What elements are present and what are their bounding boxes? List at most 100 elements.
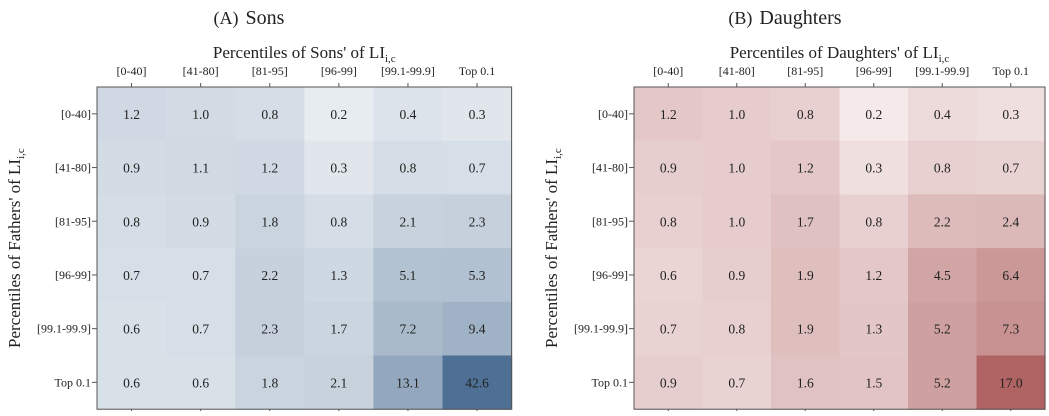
x-axis-label: Percentiles of Daughters' of LIi,c <box>730 43 950 65</box>
heatmap-cell <box>304 248 374 303</box>
cell-value-label: 0.7 <box>192 322 209 337</box>
heatmap-cell <box>976 301 1046 357</box>
heatmap-cell <box>442 87 513 142</box>
heatmap-cell <box>976 194 1046 249</box>
heatmap-cell <box>908 87 978 142</box>
x-tick-label: [81-95] <box>787 64 823 78</box>
plot-frame <box>633 86 1046 410</box>
cell-value-label: 5.3 <box>469 268 486 283</box>
heatmap-cell <box>839 248 909 303</box>
cell-value-label: 6.4 <box>1002 268 1019 283</box>
cell-value-label: 1.2 <box>797 161 814 176</box>
cell-value-label: 1.3 <box>865 322 882 337</box>
heatmap-cell <box>304 301 374 357</box>
cell-value-label: 0.8 <box>330 214 347 229</box>
panel-label: (A) <box>214 8 239 29</box>
heatmap-cell <box>235 194 305 249</box>
heatmap-cell <box>771 301 841 357</box>
y-axis-label: Percentiles of Fathers' of LIi,c <box>542 148 564 348</box>
cell-value-label: 0.9 <box>123 161 140 176</box>
cell-value-label: 0.6 <box>660 268 677 283</box>
heatmap-cell <box>373 301 444 357</box>
y-tick-label: [0-40] <box>61 107 91 121</box>
y-tick-label: [96-99] <box>55 268 91 282</box>
cell-value-label: 0.6 <box>123 322 140 337</box>
y-tick-label: [0-40] <box>598 107 628 121</box>
cell-value-label: 0.8 <box>261 107 278 122</box>
cell-value-label: 1.1 <box>192 161 209 176</box>
x-tick-label: [99.1-99.9] <box>915 64 969 78</box>
x-tick-label: Top 0.1 <box>993 64 1030 78</box>
cell-value-label: 0.6 <box>123 375 140 390</box>
cell-value-label: 5.2 <box>934 375 951 390</box>
heatmap-cell <box>304 194 374 249</box>
cell-value-label: 4.5 <box>934 268 951 283</box>
heatmap-cell <box>442 301 513 357</box>
heatmap-cell <box>976 248 1046 303</box>
cell-value-label: 1.6 <box>797 375 814 390</box>
cell-value-label: 1.5 <box>865 375 882 390</box>
cell-value-label: 1.0 <box>728 107 745 122</box>
x-tick-label: [81-95] <box>252 64 288 78</box>
cell-value-label: 1.0 <box>192 107 209 122</box>
cell-value-label: 0.8 <box>123 214 140 229</box>
panel-daughters: (B) Daughters Percentiles of Daughters' of… <box>542 7 1046 414</box>
cell-value-label: 1.8 <box>261 214 278 229</box>
cell-value-label: 0.6 <box>192 375 209 390</box>
heatmap-cell <box>97 248 167 303</box>
cell-value-label: 0.8 <box>400 161 417 176</box>
heatmap-cell <box>442 248 513 303</box>
cell-value-label: 0.3 <box>330 161 347 176</box>
cell-value-label: 1.2 <box>261 161 278 176</box>
cell-value-label: 0.3 <box>865 161 882 176</box>
heatmap-cell <box>702 248 772 303</box>
heatmap-cell <box>373 248 444 303</box>
y-tick-label: [81-95] <box>55 214 91 228</box>
cell-value-label: 0.8 <box>797 107 814 122</box>
cell-value-label: 0.3 <box>1002 107 1019 122</box>
heatmap-cell <box>97 355 167 410</box>
cell-value-label: 0.8 <box>660 214 677 229</box>
y-tick-label: Top 0.1 <box>592 375 629 389</box>
y-tick-label: [99.1-99.9] <box>37 322 91 336</box>
panel-label: (B) <box>728 8 752 29</box>
heatmap-cell <box>304 140 374 195</box>
y-tick-label: [99.1-99.9] <box>574 322 628 336</box>
heatmap-cell <box>839 194 909 249</box>
cell-value-label: 2.2 <box>261 268 278 283</box>
heatmap-cell <box>634 87 704 142</box>
cell-value-label: 1.2 <box>660 107 677 122</box>
heatmap-cell <box>166 194 236 249</box>
heatmap-cell <box>634 248 704 303</box>
cell-value-label: 0.7 <box>469 161 486 176</box>
cell-value-label: 9.4 <box>469 322 486 337</box>
panel-title: (A) Sons <box>214 7 285 29</box>
cell-value-label: 0.8 <box>934 161 951 176</box>
heatmap-cell <box>771 140 841 195</box>
plot-frame <box>96 86 513 410</box>
cell-value-label: 1.7 <box>330 322 347 337</box>
cell-value-label: 0.9 <box>660 161 677 176</box>
heatmap-cell <box>166 248 236 303</box>
heatmap-cell <box>702 355 772 410</box>
heatmap-cell <box>166 355 236 410</box>
cell-value-label: 2.1 <box>330 375 347 390</box>
heatmap-cell <box>908 140 978 195</box>
heatmap-cell <box>908 355 978 410</box>
cell-value-label: 2.3 <box>261 322 278 337</box>
cell-value-label: 0.3 <box>469 107 486 122</box>
heatmap-cell <box>839 355 909 410</box>
heatmap-cell <box>634 355 704 410</box>
heatmap-cell <box>373 87 444 142</box>
heatmap-cell <box>166 301 236 357</box>
heatmap-cell <box>634 194 704 249</box>
heatmap-cell <box>235 140 305 195</box>
y-axis-label-subscript: i,c <box>552 148 564 159</box>
cell-value-label: 17.0 <box>999 375 1023 390</box>
panel-title-text: Sons <box>246 7 285 29</box>
cell-value-label: 1.9 <box>797 322 814 337</box>
x-tick-label: [96-99] <box>856 64 892 78</box>
cell-value-label: 7.2 <box>400 322 417 337</box>
y-axis-label-subscript: i,c <box>15 148 27 159</box>
